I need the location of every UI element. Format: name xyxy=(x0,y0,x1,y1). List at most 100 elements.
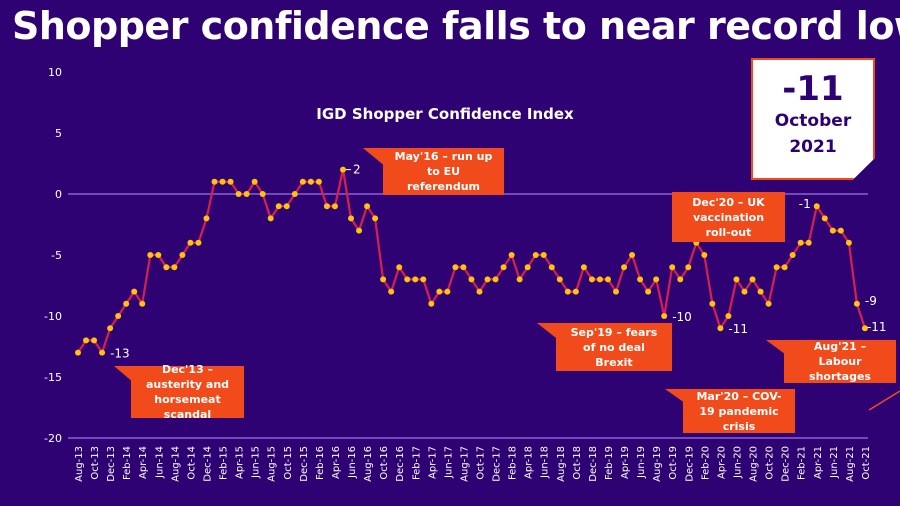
data-point xyxy=(171,264,178,271)
data-point xyxy=(661,313,668,319)
data-point xyxy=(83,337,90,344)
x-tick-label: Jun-16 xyxy=(347,446,358,479)
data-point xyxy=(299,178,306,185)
data-point xyxy=(853,300,860,307)
data-point xyxy=(444,288,451,295)
headline: Shopper confidence falls to near record … xyxy=(12,4,900,48)
data-point xyxy=(797,239,804,246)
data-point xyxy=(564,288,571,295)
y-tick-label: -5 xyxy=(51,249,62,262)
x-tick-label: Jun-14 xyxy=(154,446,165,479)
data-point xyxy=(203,215,210,222)
data-point xyxy=(685,264,692,271)
data-point xyxy=(837,227,844,234)
x-tick-label: Feb-20 xyxy=(700,446,711,480)
x-tick-label: Aug-17 xyxy=(459,446,470,482)
x-tick-label: Dec-16 xyxy=(395,446,406,482)
data-point xyxy=(821,215,828,222)
data-point xyxy=(428,300,435,307)
x-tick-label: Oct-14 xyxy=(186,446,197,480)
data-point xyxy=(179,252,186,258)
x-tick-label: Oct-19 xyxy=(668,446,679,480)
data-point xyxy=(645,288,652,295)
callout-text: Dec'13 – austerity and horsemeat scandal xyxy=(145,363,230,421)
callout-tail-aug21 xyxy=(766,340,793,360)
x-tick-label: Apr-20 xyxy=(716,446,727,479)
data-point xyxy=(516,276,523,283)
data-point xyxy=(291,191,298,197)
data-point xyxy=(115,313,122,319)
data-point xyxy=(701,252,708,258)
data-point xyxy=(315,178,322,185)
data-point xyxy=(380,276,387,283)
data-point xyxy=(331,203,338,210)
data-point xyxy=(580,264,587,271)
y-tick-label: -15 xyxy=(44,371,62,384)
data-point xyxy=(621,264,628,271)
data-point xyxy=(588,276,595,283)
data-point xyxy=(532,252,539,258)
x-tick-label: Jun-17 xyxy=(443,446,454,479)
x-tick-label: Jun-15 xyxy=(251,446,262,479)
data-point xyxy=(613,288,620,295)
x-tick-label: Aug-21 xyxy=(845,446,856,482)
x-tick-label: Feb-21 xyxy=(797,446,808,480)
data-point xyxy=(364,203,371,210)
data-point xyxy=(629,252,636,258)
x-tick-label: Aug-19 xyxy=(652,446,663,482)
x-tick-label: Feb-16 xyxy=(315,446,326,480)
callout-text: Aug'21 – Labour shortages xyxy=(809,340,871,383)
x-tick-label: Jun-19 xyxy=(636,446,647,479)
data-point xyxy=(195,239,202,246)
data-point xyxy=(283,203,290,210)
data-point xyxy=(460,264,467,271)
x-tick-label: Apr-19 xyxy=(620,446,631,479)
x-tick-label: Aug-20 xyxy=(749,446,760,482)
callout-tail-may16 xyxy=(363,148,392,172)
data-point xyxy=(323,203,330,210)
kpi-month: October xyxy=(774,111,852,131)
callout-text: Sep'19 – fears of no deal Brexit xyxy=(570,325,658,369)
callout-dec13: Dec'13 – austerity and horsemeat scandal xyxy=(131,363,244,421)
data-point xyxy=(396,264,403,271)
data-point xyxy=(508,252,515,258)
data-label: -1 xyxy=(799,197,811,211)
data-point xyxy=(637,276,644,283)
x-tick-label: Oct-13 xyxy=(90,446,101,480)
data-point xyxy=(91,337,98,344)
data-point xyxy=(267,215,274,222)
x-tick-label: Dec-18 xyxy=(588,446,599,482)
x-tick-label: Jun-21 xyxy=(829,446,840,479)
data-point xyxy=(773,264,780,271)
data-point xyxy=(524,264,531,271)
data-point xyxy=(572,288,579,295)
data-point xyxy=(155,252,162,258)
x-tick-label: Aug-14 xyxy=(170,446,181,482)
data-label: -11 xyxy=(728,322,748,336)
data-point xyxy=(717,325,724,332)
data-point xyxy=(436,288,443,295)
data-label: -9 xyxy=(865,294,877,308)
data-point xyxy=(307,178,314,185)
data-point xyxy=(412,276,419,283)
data-point xyxy=(492,276,499,283)
data-point xyxy=(243,191,250,197)
data-point xyxy=(845,239,852,246)
callout-tail-mar20 xyxy=(665,389,692,408)
data-point xyxy=(548,264,555,271)
y-tick-label: 5 xyxy=(55,127,62,140)
data-point xyxy=(556,276,563,283)
data-label: 2 xyxy=(353,163,361,177)
data-point xyxy=(789,252,796,258)
callout-text: Mar'20 – COV-19 pandemic crisis xyxy=(696,389,782,433)
series-markers xyxy=(75,166,868,356)
x-tick-label: Feb-19 xyxy=(604,446,615,480)
data-point xyxy=(829,227,836,234)
data-point xyxy=(356,227,363,234)
data-point xyxy=(476,288,483,295)
callout-mar20: Mar'20 – COV-19 pandemic crisis xyxy=(683,389,795,433)
x-tick-label: Jun-20 xyxy=(732,446,743,479)
data-point xyxy=(765,300,772,307)
x-tick-label: Aug-13 xyxy=(74,446,85,482)
